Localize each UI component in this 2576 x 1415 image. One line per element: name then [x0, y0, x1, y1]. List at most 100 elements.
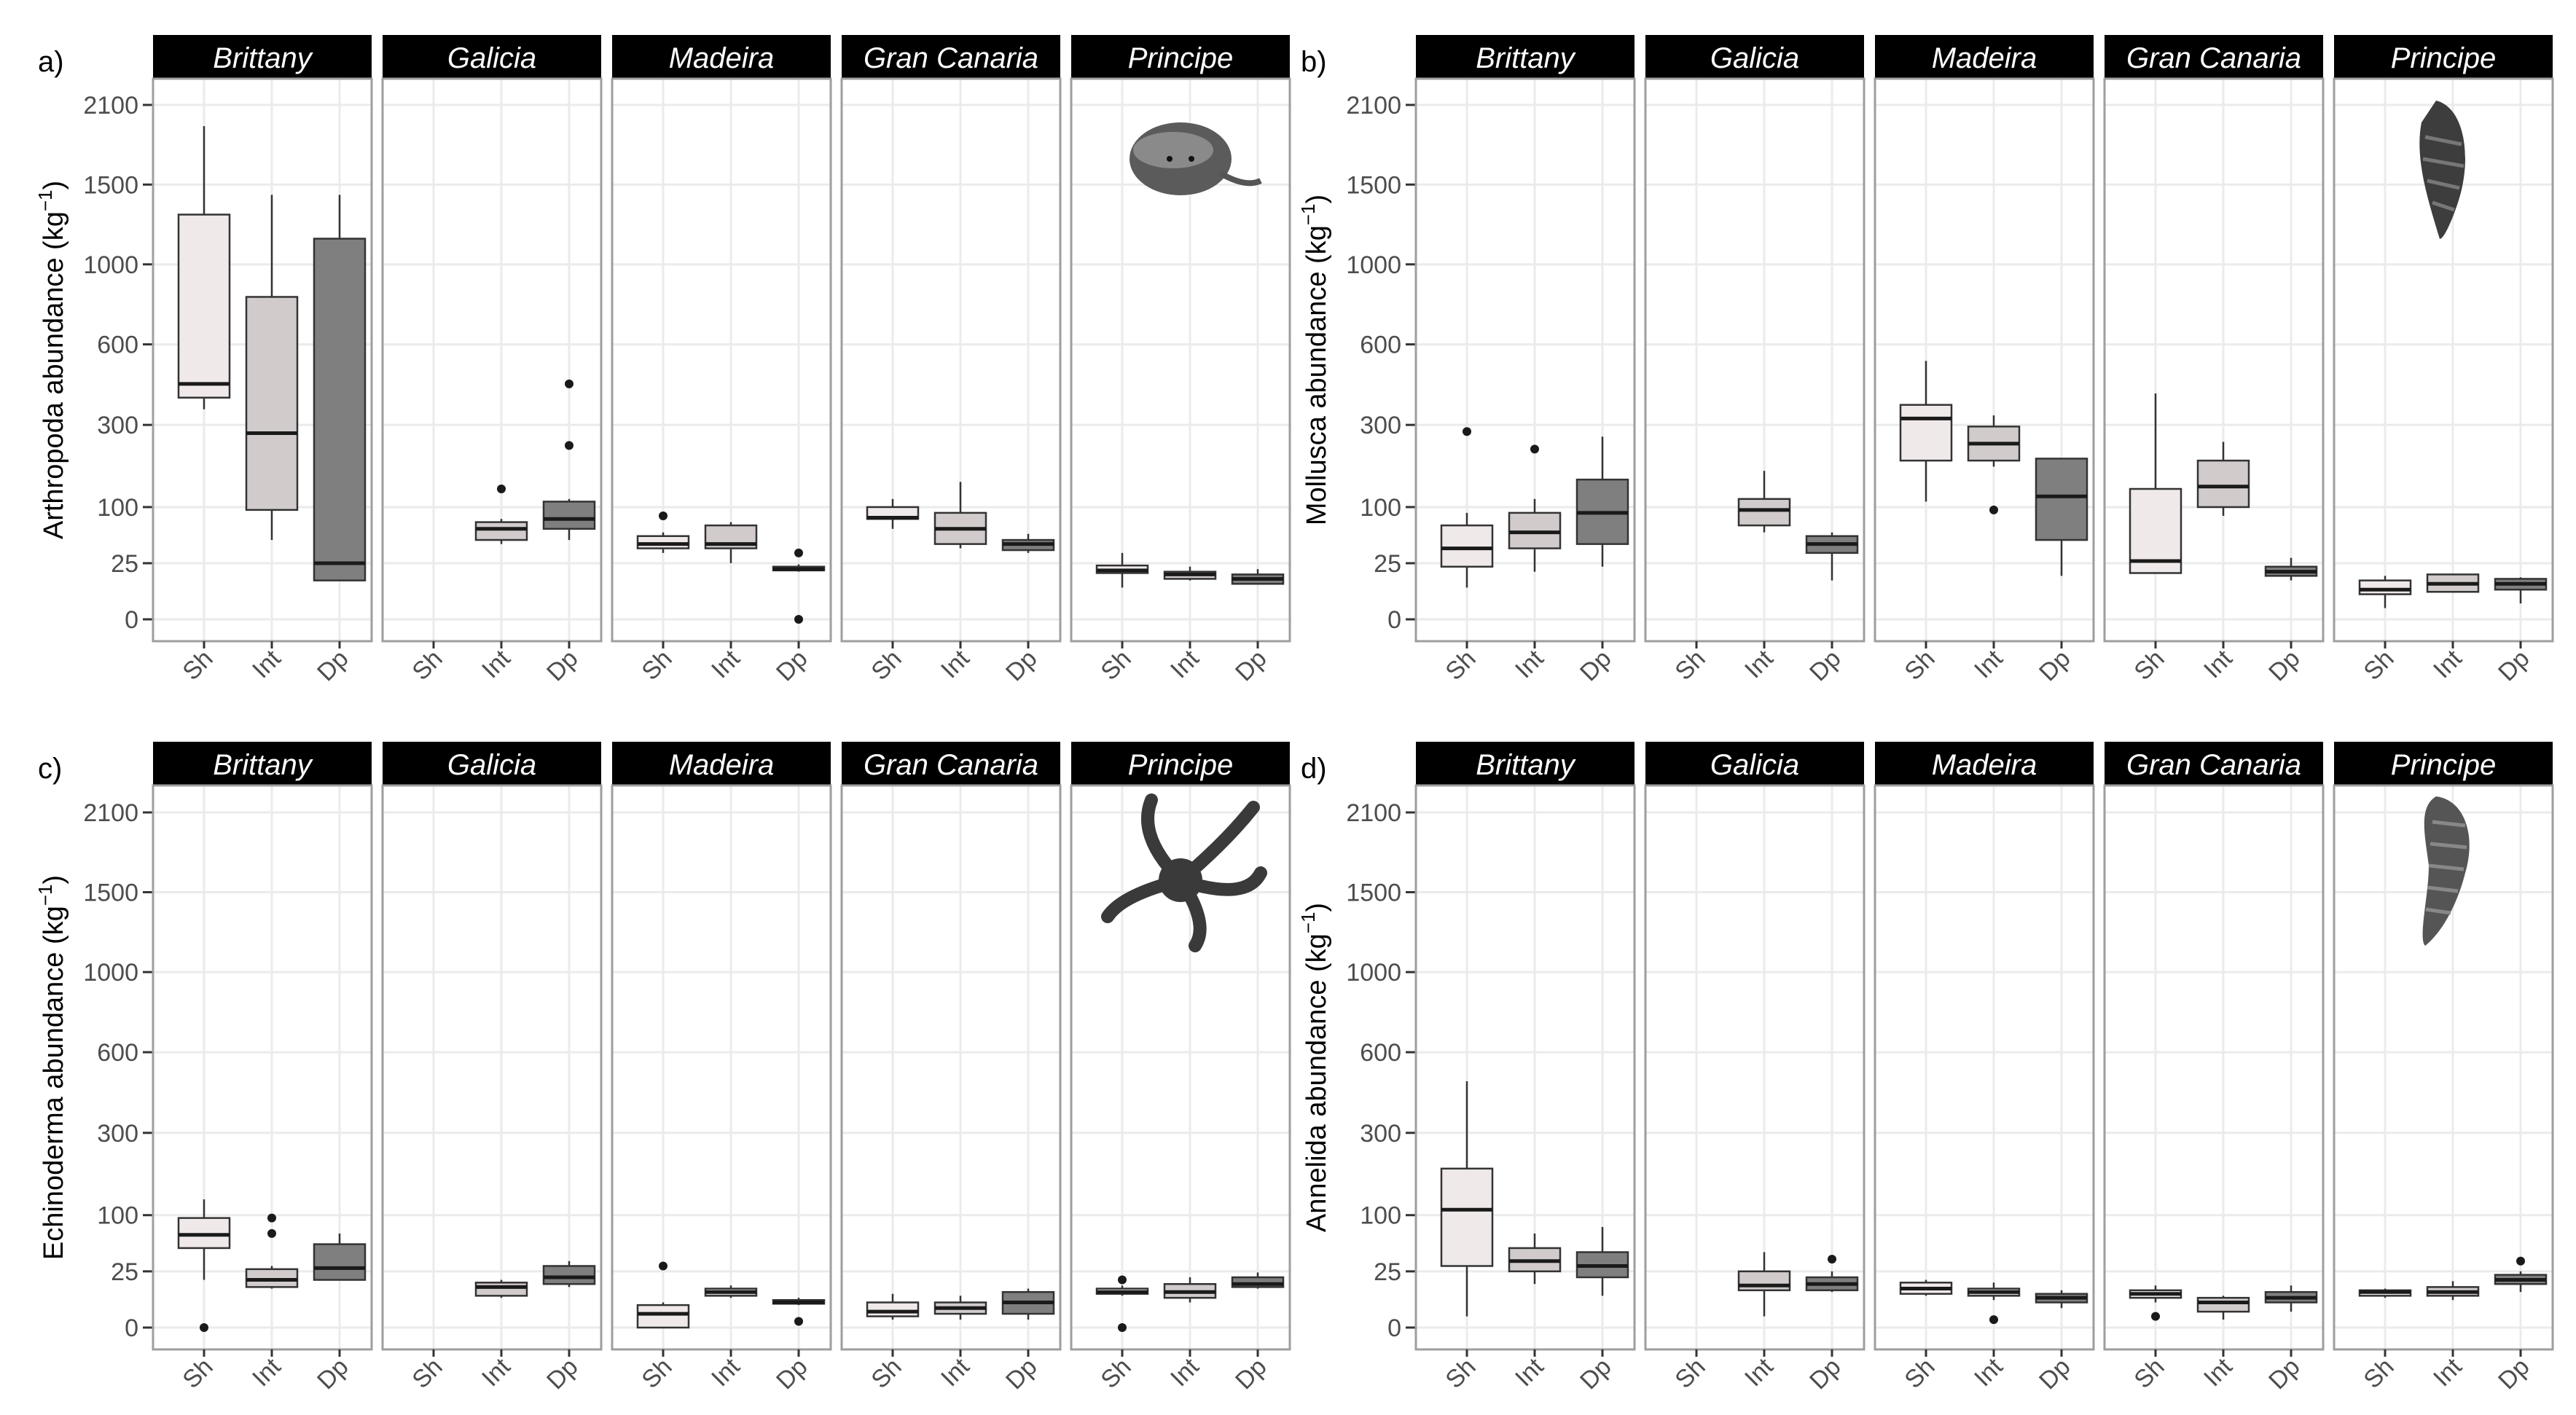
box-sh [636, 511, 690, 553]
facet-strip [153, 35, 372, 79]
box-sh [177, 126, 231, 409]
y-tick-label: 100 [1360, 494, 1401, 522]
facet-galicia: Galicia Sh Int Dp [381, 742, 603, 1395]
facet-brittany: Brittany Sh Int Dp [1414, 35, 1636, 686]
y-tick-label: 0 [1387, 606, 1401, 634]
box-dp [2035, 1290, 2088, 1309]
y-axis-label-end: ) [1301, 903, 1332, 912]
x-tick-label: Int [1969, 644, 2008, 683]
y-tick-label: 300 [97, 412, 138, 439]
y-axis-label-exponent: −1 [1297, 912, 1319, 934]
y-tick-label: 1500 [1346, 879, 1401, 906]
y-tick-label: 100 [1360, 1202, 1401, 1230]
facet-frame [2333, 784, 2554, 1351]
facet-gran-canaria: Gran Canaria Sh Int Dp [840, 35, 1062, 686]
x-tick-label: Int [477, 1352, 516, 1392]
x-tick-label: Int [936, 1352, 975, 1392]
outlier-point [1989, 505, 1998, 514]
y-axis-label-exponent: −1 [34, 190, 56, 212]
x-tick-label: Dp [771, 645, 813, 687]
x-tick-label: Sh [1669, 1353, 1710, 1394]
y-tick-label: 300 [1360, 412, 1401, 439]
worm-segments [2425, 820, 2467, 915]
outlier-point [267, 1213, 276, 1223]
facet-gran-canaria: Gran Canaria Sh Int Dp [2103, 35, 2325, 686]
x-tick-label: Int [936, 644, 975, 683]
facet-frame [381, 784, 603, 1351]
facet-strip [2334, 742, 2553, 785]
x-tick-label: Sh [1440, 1353, 1481, 1394]
iqr-box [245, 296, 299, 511]
facet-frame [2333, 77, 2554, 643]
y-tick-label: 300 [1360, 1120, 1401, 1148]
iqr-box [1440, 524, 1494, 568]
facet-frame [1874, 784, 2095, 1351]
iqr-box [542, 501, 596, 530]
iqr-box [1737, 1270, 1791, 1292]
box-sh [1899, 361, 1953, 502]
panel-letter: c) [38, 753, 62, 785]
y-tick-label: 0 [1387, 1314, 1401, 1342]
facet-strip [1645, 35, 1864, 79]
box-sh [636, 1261, 690, 1329]
facet-background [842, 785, 1060, 1349]
facet-principe: Principe Sh Int Dp [1070, 742, 1291, 1395]
y-axis-label-main: Mollusca abundance (kg [1301, 225, 1332, 525]
y-tick-label: 600 [1360, 1039, 1401, 1067]
y-tick-label: 25 [1374, 1258, 1401, 1286]
facet-background [2105, 785, 2323, 1349]
box-int [1967, 415, 2021, 514]
iqr-box [313, 1243, 367, 1281]
box-dp [2494, 1256, 2548, 1293]
facet-background [1645, 785, 1864, 1349]
y-tick-label: 2100 [83, 92, 138, 119]
x-tick-label: Sh [2129, 645, 2169, 686]
box-dp [772, 1298, 826, 1326]
x-tick-label: Dp [2034, 1353, 2076, 1395]
facet-strip-label: Galicia [447, 749, 536, 781]
box-dp [1575, 1227, 1629, 1296]
box-int [245, 1213, 299, 1289]
facet-strip [1416, 35, 1635, 79]
y-tick-label: 25 [111, 1258, 138, 1286]
outlier-point [1828, 1255, 1836, 1264]
facet-strip [842, 35, 1060, 79]
box-dp [542, 1261, 596, 1287]
box-int [2426, 573, 2480, 593]
iqr-box [2035, 458, 2088, 541]
facet-strip [2105, 742, 2323, 785]
y-tick-label: 600 [1360, 332, 1401, 359]
box-dp [772, 548, 826, 624]
x-tick-label: Int [1510, 1352, 1549, 1392]
x-tick-label: Sh [866, 1353, 907, 1394]
box-sh [1095, 1275, 1149, 1332]
x-tick-label: Sh [177, 1353, 218, 1394]
x-tick-label: Dp [312, 1353, 354, 1395]
facet-strip-label: Brittany [1476, 42, 1577, 74]
facet-frame [1874, 77, 2095, 643]
box-dp [1575, 436, 1629, 567]
y-tick-label: 25 [111, 550, 138, 578]
outlier-point [659, 511, 668, 520]
outlier-point [1463, 427, 1471, 436]
box-dp [2264, 1285, 2318, 1312]
x-tick-label: Dp [2493, 645, 2535, 687]
facet-frame [840, 77, 1062, 643]
outlier-point [200, 1323, 208, 1332]
x-tick-label: Int [2199, 644, 2238, 683]
panel-1: b) Mollusca abundance (kg−1) 0 25 100 300 600 1… [1297, 35, 2554, 687]
outlier-point [659, 1261, 668, 1271]
brittle-star-arms [1101, 793, 1267, 952]
y-axis-label-end: ) [39, 875, 69, 885]
y-tick-label: 100 [97, 1202, 138, 1230]
facet-strip [1071, 742, 1290, 785]
x-tick-label: Dp [1804, 1353, 1847, 1395]
iqr-box [542, 1265, 596, 1285]
iqr-box [1737, 498, 1791, 527]
x-tick-label: Int [706, 1352, 745, 1392]
facet-principe: Principe Sh Int Dp [1070, 35, 1291, 686]
y-axis-label: Mollusca abundance (kg−1) [1297, 195, 1332, 525]
facet-strip [612, 742, 831, 785]
facet-frame [1070, 784, 1291, 1351]
box-sh [2358, 1288, 2412, 1298]
